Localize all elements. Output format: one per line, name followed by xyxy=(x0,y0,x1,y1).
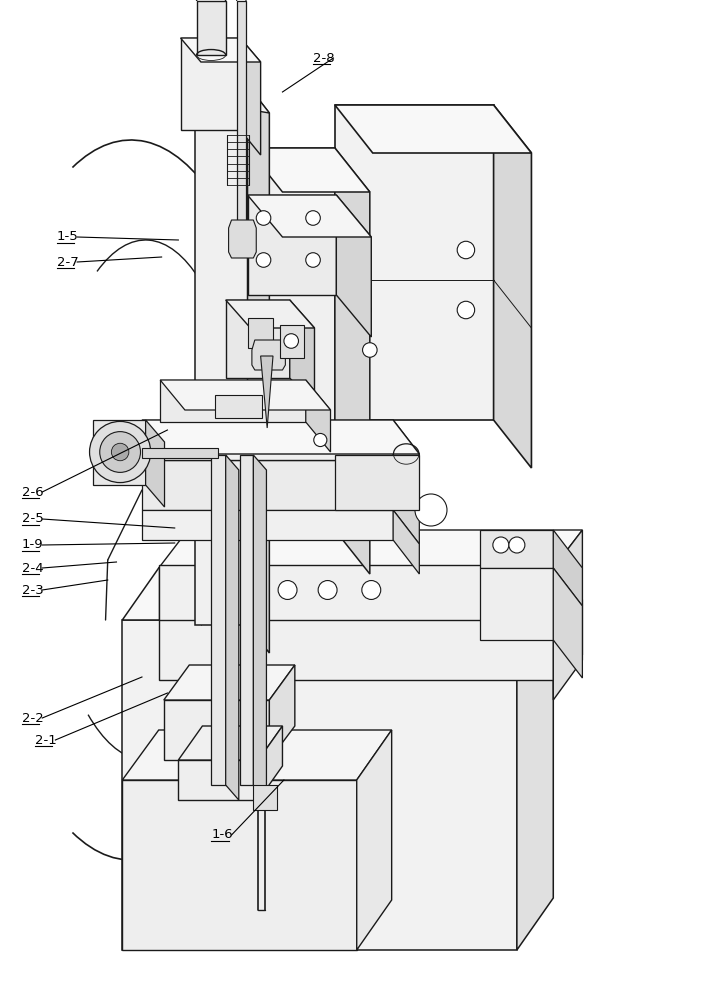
Text: 2-2: 2-2 xyxy=(22,712,44,724)
Polygon shape xyxy=(248,318,273,348)
Circle shape xyxy=(90,421,151,483)
Circle shape xyxy=(256,211,271,225)
Polygon shape xyxy=(229,220,256,258)
Polygon shape xyxy=(122,730,392,780)
Polygon shape xyxy=(122,780,357,950)
Polygon shape xyxy=(280,325,304,358)
Polygon shape xyxy=(142,420,393,460)
Polygon shape xyxy=(269,665,295,760)
Polygon shape xyxy=(258,726,282,800)
Circle shape xyxy=(457,301,475,319)
Polygon shape xyxy=(393,510,419,574)
Circle shape xyxy=(457,241,475,259)
Text: 2-1: 2-1 xyxy=(35,734,57,746)
Polygon shape xyxy=(253,785,277,810)
Polygon shape xyxy=(248,85,269,653)
Polygon shape xyxy=(237,1,246,245)
Polygon shape xyxy=(178,760,258,800)
Text: 2-3: 2-3 xyxy=(22,583,44,596)
Circle shape xyxy=(256,253,271,267)
Text: 1-5: 1-5 xyxy=(57,231,79,243)
Polygon shape xyxy=(553,568,582,678)
Text: 2-4: 2-4 xyxy=(22,561,44,574)
Circle shape xyxy=(100,432,141,472)
Polygon shape xyxy=(248,148,370,192)
Polygon shape xyxy=(181,38,261,62)
Polygon shape xyxy=(517,568,553,950)
Polygon shape xyxy=(142,420,419,454)
Polygon shape xyxy=(142,448,218,458)
Polygon shape xyxy=(240,38,261,155)
Polygon shape xyxy=(211,455,226,785)
Polygon shape xyxy=(142,460,393,510)
Circle shape xyxy=(318,581,337,599)
Circle shape xyxy=(111,443,129,461)
Polygon shape xyxy=(215,395,262,418)
Polygon shape xyxy=(553,565,582,655)
Polygon shape xyxy=(122,620,517,950)
Polygon shape xyxy=(248,195,371,237)
Polygon shape xyxy=(290,300,314,405)
Circle shape xyxy=(278,581,297,599)
Polygon shape xyxy=(261,356,273,428)
Polygon shape xyxy=(197,1,226,55)
Polygon shape xyxy=(253,455,266,800)
Polygon shape xyxy=(122,568,553,620)
Polygon shape xyxy=(226,300,290,378)
Polygon shape xyxy=(178,726,282,760)
Circle shape xyxy=(363,343,377,357)
Circle shape xyxy=(415,494,447,526)
Circle shape xyxy=(509,537,525,553)
Polygon shape xyxy=(248,195,336,295)
Circle shape xyxy=(284,334,298,348)
Text: 2-6: 2-6 xyxy=(22,486,44,498)
Polygon shape xyxy=(164,700,269,760)
Polygon shape xyxy=(357,730,392,950)
Polygon shape xyxy=(195,85,248,625)
Polygon shape xyxy=(335,105,531,153)
Polygon shape xyxy=(142,510,393,540)
Polygon shape xyxy=(494,105,531,468)
Polygon shape xyxy=(306,380,331,452)
Polygon shape xyxy=(159,568,553,680)
Circle shape xyxy=(357,303,371,317)
Polygon shape xyxy=(146,420,165,507)
Polygon shape xyxy=(181,38,240,130)
Text: 1-9: 1-9 xyxy=(22,538,44,552)
Text: 1-6: 1-6 xyxy=(211,828,233,841)
Circle shape xyxy=(314,433,327,447)
Polygon shape xyxy=(335,148,370,574)
Polygon shape xyxy=(160,380,331,410)
Polygon shape xyxy=(159,565,553,620)
Polygon shape xyxy=(93,420,146,485)
Text: 2-7: 2-7 xyxy=(57,255,79,268)
Polygon shape xyxy=(226,455,239,800)
Polygon shape xyxy=(553,530,582,606)
Polygon shape xyxy=(159,530,582,568)
Polygon shape xyxy=(248,148,335,530)
Polygon shape xyxy=(480,530,553,568)
Polygon shape xyxy=(393,420,419,494)
Polygon shape xyxy=(226,300,314,328)
Polygon shape xyxy=(480,568,553,640)
Circle shape xyxy=(306,253,320,267)
Polygon shape xyxy=(335,455,419,510)
Polygon shape xyxy=(164,665,295,700)
Text: 2-8: 2-8 xyxy=(313,51,335,64)
Polygon shape xyxy=(240,455,253,785)
Polygon shape xyxy=(160,380,306,422)
Circle shape xyxy=(306,211,320,225)
Circle shape xyxy=(362,581,381,599)
Polygon shape xyxy=(336,195,371,337)
Polygon shape xyxy=(335,105,494,420)
Polygon shape xyxy=(553,530,582,700)
Polygon shape xyxy=(195,85,269,113)
Circle shape xyxy=(493,537,509,553)
Polygon shape xyxy=(252,340,285,370)
Text: 2-5: 2-5 xyxy=(22,512,44,526)
Polygon shape xyxy=(393,460,419,544)
